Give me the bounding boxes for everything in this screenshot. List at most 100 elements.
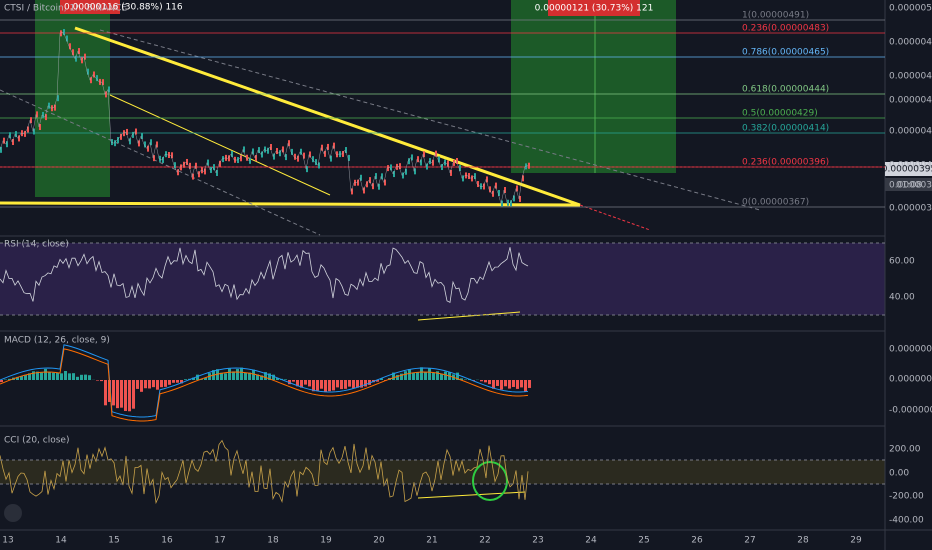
candle [84, 53, 86, 60]
price-tag [885, 162, 932, 176]
pane-axis-label: 0.00000000 [889, 375, 932, 385]
candle [216, 169, 218, 176]
projection [579, 204, 651, 231]
macd-bar [144, 380, 147, 389]
macd-bar [520, 380, 523, 388]
candle [69, 43, 71, 50]
candle [6, 141, 8, 148]
macd-bar [420, 367, 423, 380]
macd-bar [320, 380, 323, 389]
macd-bar [156, 380, 159, 390]
macd-bar [312, 380, 315, 392]
candle [525, 163, 527, 170]
candle [408, 158, 410, 165]
candle [288, 140, 290, 147]
candle [105, 91, 107, 98]
macd-bar [408, 369, 411, 380]
candle [279, 150, 281, 157]
macd-bar [40, 372, 43, 380]
candle [315, 159, 317, 166]
candle [171, 152, 173, 159]
macd-bar [308, 380, 311, 387]
macd-bar [56, 372, 59, 380]
candle [468, 173, 470, 180]
trend-line [74, 26, 581, 207]
candle [231, 150, 233, 157]
macd-bar [400, 373, 403, 380]
candle [63, 29, 65, 36]
candle [270, 144, 272, 151]
price-label: 0.00000420 [889, 127, 932, 137]
time-label: 24 [585, 536, 597, 546]
candle [201, 167, 203, 174]
price-label: 0.00000460 [889, 72, 932, 82]
macd-bar [176, 380, 179, 383]
macd-bar [272, 374, 275, 380]
macd-bar [328, 380, 331, 392]
macd-bar [292, 380, 295, 382]
candle [165, 151, 167, 158]
macd-bar [376, 380, 379, 382]
candle [102, 79, 104, 86]
macd-bar [412, 372, 415, 380]
macd-bar [204, 377, 207, 380]
candle [384, 179, 386, 186]
candle [429, 158, 431, 165]
divergence [417, 491, 526, 499]
price-label: 0.00000370 [889, 204, 932, 214]
trade-box [60, 0, 120, 14]
time-label: 14 [55, 536, 67, 546]
candle [330, 155, 332, 162]
macd-bar [504, 380, 507, 387]
candle [87, 68, 89, 75]
macd-bar [460, 378, 463, 380]
candle [72, 49, 74, 56]
macd-bar [140, 380, 143, 392]
trade-box-label: 0.00000121 (30.73%) 121 [535, 4, 654, 14]
macd-bar [64, 371, 67, 380]
candle [252, 148, 254, 155]
macd-bar [360, 380, 363, 388]
macd-bar [48, 371, 51, 380]
macd-bar [276, 377, 279, 380]
macd-bar [484, 380, 487, 383]
fib-label: 0.236(0.00000483) [742, 24, 829, 34]
candle [18, 135, 20, 142]
time-label: 15 [108, 536, 119, 546]
macd-bar [236, 369, 239, 380]
candle [369, 177, 371, 184]
candle [450, 169, 452, 176]
macd-bar [296, 380, 299, 387]
candle [282, 146, 284, 153]
cci-line [0, 439, 529, 505]
candle [195, 162, 197, 169]
candle [261, 151, 263, 158]
macd-bar [528, 380, 531, 388]
macd-bar [300, 380, 303, 388]
macd-bar [464, 379, 467, 380]
countdown: 01:08 [896, 181, 922, 191]
candle [204, 168, 206, 175]
pane-title: CCI (20, close) [4, 436, 69, 446]
candle [213, 164, 215, 171]
candle [135, 128, 137, 135]
current-price: 0.00000395 [882, 165, 932, 175]
candle [393, 171, 395, 178]
candle [312, 156, 314, 163]
candle [57, 95, 59, 102]
candle [414, 168, 416, 175]
macd-bar [264, 372, 267, 380]
candle [483, 183, 485, 190]
rsi-line [0, 247, 529, 304]
candle [306, 166, 308, 173]
candle [159, 155, 161, 162]
candle [21, 130, 23, 137]
candle [417, 156, 419, 163]
macd-bar [432, 372, 435, 380]
pane-axis-label: 40.00 [889, 293, 915, 303]
price-label: 0.00000440 [889, 96, 932, 106]
macd-bar [356, 380, 359, 388]
pane-title: RSI (14, close) [4, 240, 69, 250]
candle [12, 139, 14, 146]
macd-bar [152, 380, 155, 388]
